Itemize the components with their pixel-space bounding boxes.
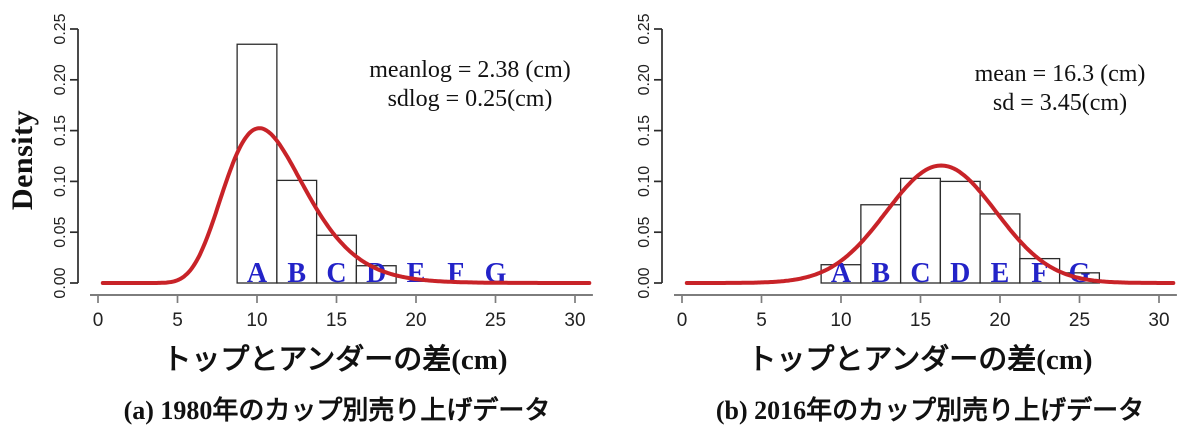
panel-b: 0.00 0.05 0.10 0.15 0.20 0.25 0 5 10 15 20 25 30 A B C D…	[600, 0, 1200, 444]
cup-size-label-F: F	[447, 258, 464, 289]
y-tick-label: 0.20	[636, 64, 653, 95]
x-tick-label: 5	[172, 310, 183, 331]
y-tick-label: 0.15	[52, 115, 69, 146]
cup-size-label-A: A	[247, 258, 268, 289]
y-tick-label: 0.05	[636, 217, 653, 248]
x-tick-label: 15	[910, 310, 931, 331]
cup-size-label-C: C	[910, 258, 930, 289]
cup-size-label-D: D	[950, 258, 970, 289]
panel-a: 0.00 0.05 0.10 0.15 0.20 0.25 0 5 10 15 20 25 30 A B C D…	[6, 13, 593, 425]
y-tick-label: 0.00	[636, 267, 653, 298]
param-mean: mean = 16.3 (cm)	[974, 61, 1146, 87]
y-tick-label: 0.10	[636, 166, 653, 197]
y-tick-label: 0.25	[636, 13, 653, 44]
cup-size-label-C: C	[326, 258, 346, 289]
x-tick-label: 0	[677, 310, 688, 331]
x-tick-label: 25	[1069, 310, 1090, 331]
x-tick-label: 30	[1148, 310, 1169, 331]
cup-size-label-G: G	[1069, 258, 1091, 289]
y-tick-label: 0.00	[52, 267, 69, 298]
x-tick-label: 10	[246, 310, 267, 331]
y-axis-title-empty	[606, 95, 640, 225]
y-tick-label: 0.25	[52, 13, 69, 44]
x-tick-label: 5	[756, 310, 767, 331]
cup-size-label-B: B	[871, 258, 890, 289]
x-axis-title-a: トップとアンダーの差(cm)	[162, 344, 508, 376]
y-tick-label: 0.10	[52, 166, 69, 197]
density-curve	[684, 163, 1176, 285]
y-tick-label: 0.15	[636, 115, 653, 146]
panel-caption-b: (b) 2016年のカップ別売り上げデータ	[715, 396, 1145, 425]
histogram-bar	[1019, 257, 1061, 284]
x-tick-label: 10	[830, 310, 851, 331]
histogram-plot-2016: 0.000.050.100.150.200.250 5 10 15 20 25 30A B C D…	[636, 13, 1177, 331]
x-tick-label: 20	[405, 310, 426, 331]
param-sdlog: sdlog = 0.25(cm)	[387, 86, 553, 112]
param-sd: sd = 3.45(cm)	[992, 90, 1128, 116]
distribution-params-b: mean = 16.3 (cm) sd = 3.45(cm)	[890, 60, 1200, 118]
x-tick-label: 20	[989, 310, 1010, 331]
cup-size-label-B: B	[287, 258, 306, 289]
density-curve	[100, 126, 592, 285]
panel-caption-a: (a) 1980年のカップ別売り上げデータ	[123, 396, 551, 425]
distribution-params-a: meanlog = 2.38 (cm) sdlog = 0.25(cm)	[300, 56, 640, 114]
x-axis-title-b: トップとアンダーの差(cm)	[747, 344, 1093, 376]
cup-size-label-E: E	[991, 258, 1010, 289]
x-tick-label: 15	[326, 310, 347, 331]
y-tick-label: 0.05	[52, 217, 69, 248]
x-tick-label: 0	[93, 310, 104, 331]
y-tick-label: 0.20	[52, 64, 69, 95]
x-tick-label: 30	[564, 310, 585, 331]
param-meanlog: meanlog = 2.38 (cm)	[369, 57, 571, 83]
cup-size-label-F: F	[1031, 258, 1048, 289]
histogram-plot-1980: 0.000.050.100.150.200.250 5 10 15 20 25 30A B C D…	[52, 13, 593, 331]
histogram-bar	[315, 234, 358, 284]
x-tick-label: 25	[485, 310, 506, 331]
histogram-bar	[979, 213, 1021, 284]
cup-size-label-E: E	[407, 258, 426, 289]
histogram-bar	[899, 177, 942, 284]
y-axis-title: Density	[6, 109, 39, 211]
histogram-bar	[236, 43, 278, 284]
